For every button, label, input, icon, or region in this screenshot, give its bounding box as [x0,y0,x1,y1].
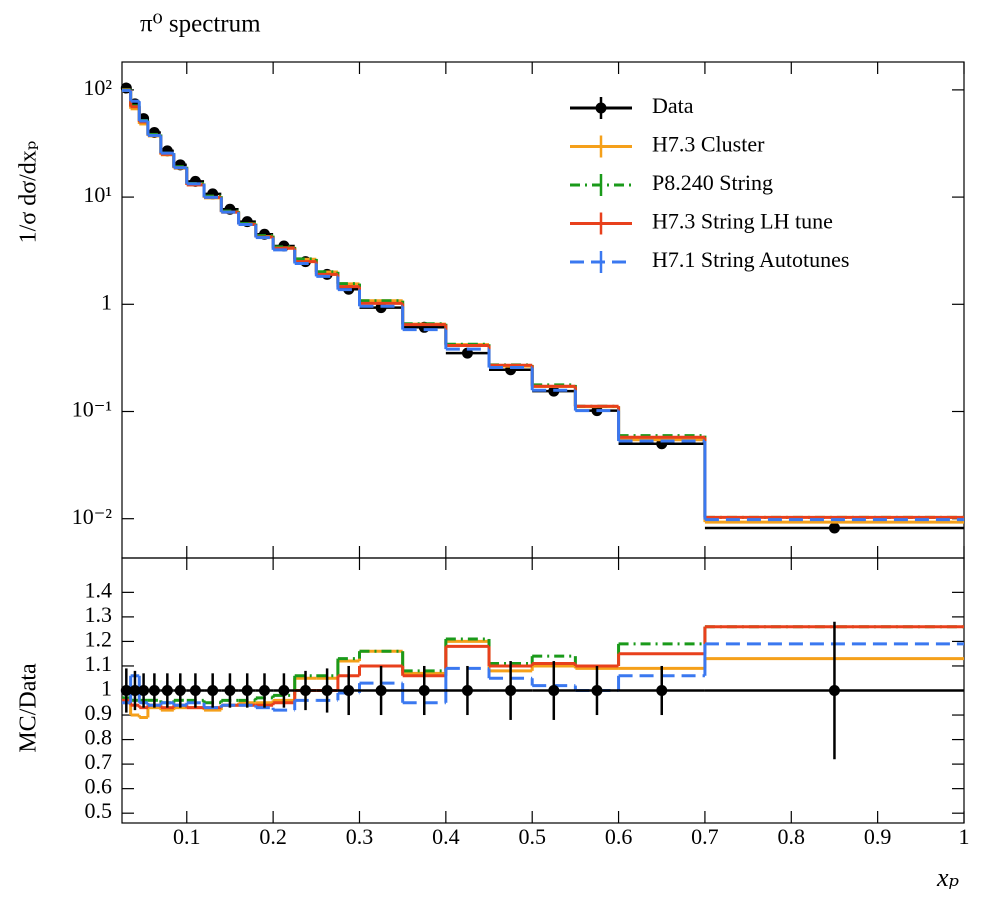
data-point [148,685,160,696]
x-tick-label: 0.7 [691,824,719,849]
legend-label: H7.3 Cluster [652,132,765,157]
data-point [129,685,141,696]
data-point [120,685,132,696]
data-point [207,685,219,696]
y-tick-label: 1 [101,676,112,701]
legend-label: P8.240 String [652,170,773,195]
y-tick-label: 0.8 [85,725,113,750]
y-axis-label: MC/Data [16,663,42,753]
data-point [278,685,290,696]
x-tick-label: 0.2 [259,824,287,849]
legend-label: H7.1 String Autotunes [652,247,849,272]
data-point [375,685,387,696]
legend-label: H7.3 String LH tune [652,209,833,234]
data-point [189,685,201,696]
x-axis-label: xₚ [936,863,959,892]
y-tick-label: 10² [83,75,112,100]
y-tick-label: 10¹ [83,182,112,207]
data-point [321,685,333,696]
x-tick-label: 1 [959,824,970,849]
y-tick-label: 1.3 [85,602,113,627]
y-tick-label: 0.5 [85,798,113,823]
data-point [241,685,253,696]
y-axis-label: 1/σ dσ/dxₚ [16,141,42,244]
data-point [224,685,236,696]
legend-swatch [595,102,607,114]
y-tick-label: 0.7 [85,749,113,774]
y-tick-label: 1.4 [85,577,113,602]
y-tick-label: 10⁻¹ [72,397,112,422]
data-point [138,685,150,696]
chart-title: π⁰ spectrum [140,11,261,38]
x-tick-label: 0.1 [173,824,201,849]
x-tick-label: 0.5 [518,824,546,849]
data-point [174,685,186,696]
x-tick-label: 0.6 [605,824,633,849]
y-tick-label: 10⁻² [72,504,113,529]
x-tick-label: 0.4 [432,824,460,849]
data-point [828,685,840,696]
y-tick-label: 1 [101,289,112,314]
data-point [300,685,312,696]
y-tick-label: 1.1 [85,651,113,676]
data-point [418,685,430,696]
data-point [591,685,603,696]
data-point [656,685,668,696]
data-point [161,685,173,696]
x-tick-label: 0.3 [346,824,374,849]
data-point [461,685,473,696]
x-tick-label: 0.9 [864,824,892,849]
plot-frame [121,61,965,559]
y-tick-label: 1.2 [85,626,113,651]
data-point [505,685,517,696]
data-point [343,685,355,696]
data-point [828,522,840,534]
legend-label: Data [652,93,694,118]
y-tick-label: 0.9 [85,700,113,725]
data-point [258,685,270,696]
data-point [548,685,560,696]
x-tick-label: 0.8 [778,824,806,849]
y-tick-label: 0.6 [85,774,113,799]
